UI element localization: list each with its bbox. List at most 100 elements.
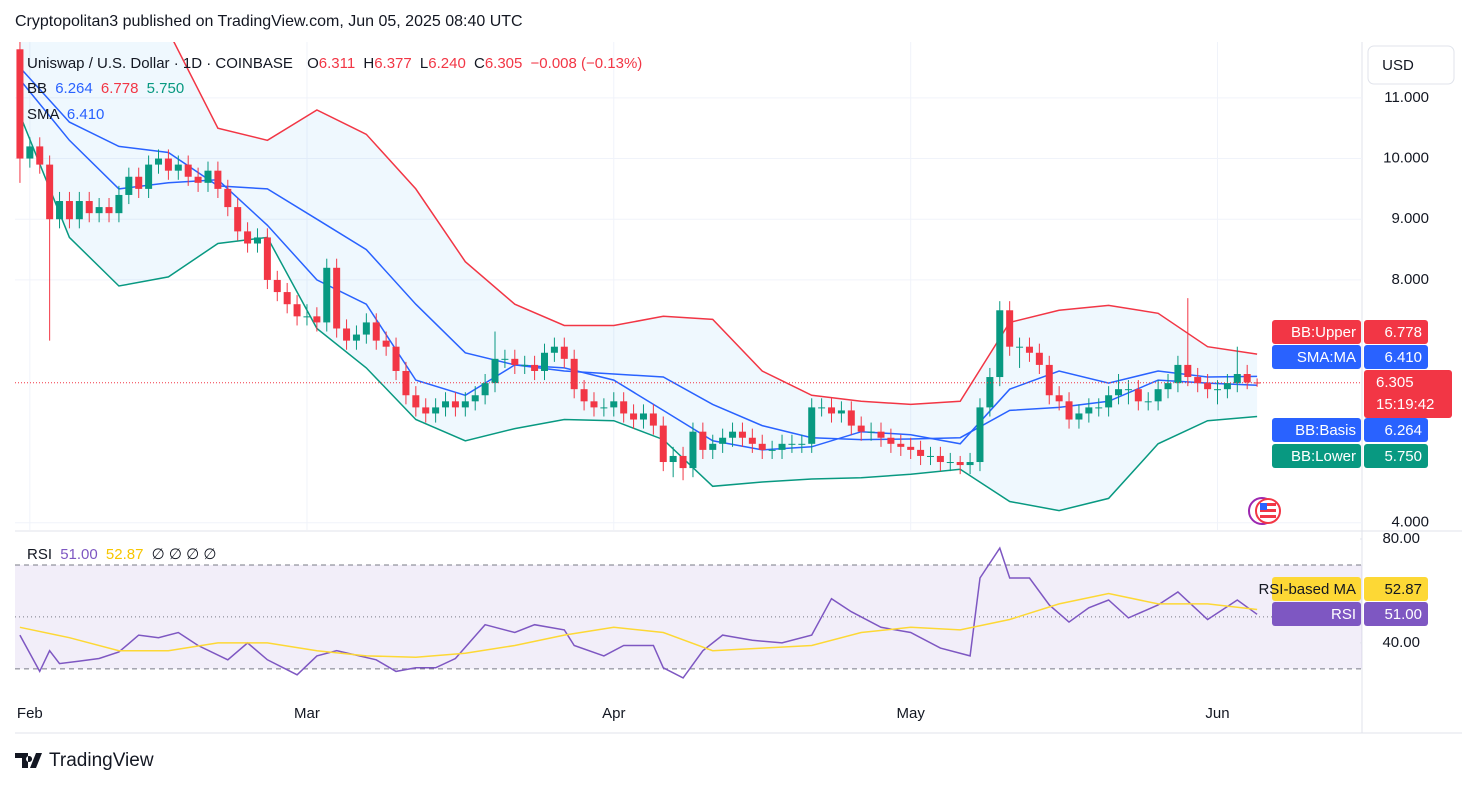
candle-body [1174, 364, 1182, 384]
x-tick-label: May [897, 705, 926, 722]
candle-body [1164, 383, 1172, 390]
candle-body [1006, 310, 1014, 347]
candle-body [125, 176, 133, 195]
candle-body [36, 146, 44, 165]
badge-bg [1364, 345, 1428, 369]
candle-body [501, 358, 509, 360]
badge-bg [1272, 345, 1361, 369]
candle-body [1025, 346, 1033, 353]
candle-body [1055, 395, 1063, 402]
candle-body [630, 413, 638, 420]
line-series [173, 42, 1258, 406]
ohlc-value: 6.240 [428, 55, 466, 72]
candle-body [729, 431, 737, 438]
y-tick-label: 10.000 [1383, 150, 1429, 167]
candle-body [907, 446, 915, 450]
rsi-pane [15, 538, 1362, 679]
currency-button[interactable] [1367, 45, 1455, 85]
candle-body [263, 237, 271, 280]
candle-body [352, 334, 360, 341]
candle-body [333, 267, 341, 329]
candle-body [540, 352, 548, 371]
badge-bg [1364, 444, 1428, 468]
candle-body [1134, 389, 1142, 402]
candle-body [738, 431, 746, 438]
candle-body [1214, 389, 1222, 391]
legend-value: 52.87 [106, 546, 144, 563]
candle-body [253, 237, 261, 244]
badge-bg [1272, 418, 1361, 442]
badge-name: BB:Lower [1291, 448, 1356, 465]
legend-value: 5.750 [147, 80, 185, 97]
candle-body [273, 279, 281, 293]
candle-body [818, 407, 826, 409]
candle-body [26, 146, 34, 159]
badge-name: RSI-based MA [1258, 581, 1356, 598]
candle-body [511, 358, 519, 365]
legend-value: 6.778 [101, 80, 139, 97]
badge-bg [1272, 577, 1361, 601]
logo-mark [15, 753, 42, 768]
candle-body [639, 413, 647, 420]
badge-bg [1364, 320, 1428, 344]
candle-body [1154, 389, 1162, 402]
candle-body [936, 455, 944, 463]
line-series [19, 114, 1258, 512]
candle-body [155, 158, 163, 165]
candle-body [432, 407, 440, 414]
price-badge-countdown: 15:19:42 [1376, 396, 1434, 413]
candle-body [234, 207, 242, 232]
badge-value: 51.00 [1384, 606, 1422, 623]
candle-body [412, 395, 420, 408]
candle-body [85, 201, 93, 214]
candle-body [451, 401, 459, 408]
candle-body [362, 322, 370, 335]
badge-value: 6.410 [1384, 349, 1422, 366]
candle-body [184, 164, 192, 177]
badge-name: RSI [1331, 606, 1356, 623]
y-tick-label: 80.00 [1382, 530, 1420, 547]
brand: TradingView [49, 750, 154, 771]
candle-body [1045, 364, 1053, 396]
candle-body [1204, 383, 1212, 390]
candle-body [194, 176, 202, 183]
candle-body [1105, 395, 1113, 408]
candle-body [897, 443, 905, 447]
y-tick-label: 8.000 [1391, 271, 1429, 288]
candle-body [204, 170, 212, 183]
legend-extra: ∅ ∅ ∅ ∅ [152, 546, 217, 563]
candle-body [986, 377, 994, 408]
badge-bg [1364, 577, 1428, 601]
candle-body [926, 455, 934, 457]
candle-body [719, 437, 727, 444]
candle-body [1095, 407, 1103, 409]
badge-bg [1272, 320, 1361, 344]
currency[interactable]: USD [1382, 57, 1414, 74]
symbol: Uniswap / U.S. Dollar · 1D · COINBASE [27, 55, 293, 72]
candle-body [778, 443, 786, 450]
candle-body [649, 413, 657, 426]
legend-name: RSI [27, 546, 52, 563]
candle-body [709, 443, 717, 450]
price-badge-value: 6.305 [1376, 374, 1414, 391]
candle-body [580, 389, 588, 402]
candle-body [1075, 413, 1083, 420]
legend-name: BB [27, 80, 47, 97]
badge-bg [1272, 444, 1361, 468]
candle-body [946, 462, 954, 464]
candle-body [293, 304, 301, 317]
icon-canton [1260, 503, 1267, 510]
ohlc-value: 6.377 [374, 55, 412, 72]
candle-body [471, 395, 479, 402]
candle-body [788, 443, 796, 445]
candle-body [442, 401, 450, 408]
candle-body [174, 164, 182, 171]
band-fill [19, 42, 1258, 511]
candle-body [1194, 377, 1202, 384]
badge-value: 52.87 [1384, 581, 1422, 598]
candle-body [115, 194, 123, 214]
candle-body [135, 176, 143, 189]
x-tick-label: Jun [1205, 705, 1229, 722]
y-tick-label: 9.000 [1391, 210, 1429, 227]
candle-body [343, 328, 351, 341]
